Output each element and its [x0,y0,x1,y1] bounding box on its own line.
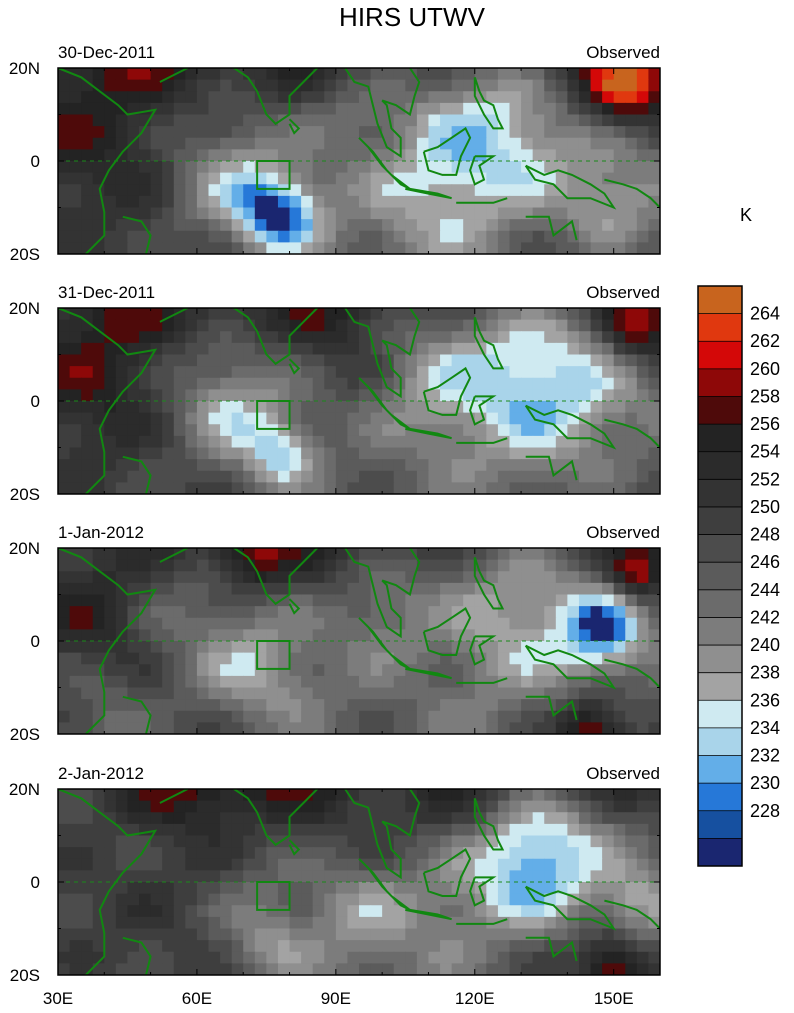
panel: 20N 0 20S 1-Jan-2012 Observed [9,523,661,744]
colorbar-swatch [698,727,742,757]
panel: 20N 0 20S 31-Dec-2011 Observed [9,283,661,504]
panel-date-label: 2-Jan-2012 [58,764,144,783]
colorbar-swatch [698,672,742,701]
colorbar-label: 246 [750,552,780,572]
y-tick-label: 0 [31,152,40,171]
colorbar-swatch [698,286,742,315]
panels: 20N 0 20S 30-Dec-2011 Observed 20N 0 20S 31-Dec-… [9,43,661,985]
panel-observed-label: Observed [586,283,660,302]
box-region [256,881,291,911]
coastlines [58,548,660,734]
field [58,548,660,734]
panel: 20N 0 20S 30-Dec-2011 Observed [9,43,661,264]
colorbar-swatch [698,368,742,397]
x-tick-label: 30E [43,989,73,1008]
colorbar-swatch [698,700,742,729]
y-tick-label: 0 [31,392,40,411]
colorbar-label: 250 [750,497,780,517]
colorbar: 264 262 260 258 256 254 252 250 248 246 244 242 240 2… [697,285,780,867]
panel-date-label: 30-Dec-2011 [58,43,155,62]
colorbar-swatch [698,810,742,839]
colorbar-label: 240 [750,635,780,655]
colorbar-swatch [698,617,742,646]
x-tick-label: 90E [321,989,351,1008]
y-tick-label: 20N [9,780,40,799]
coastlines [58,789,660,975]
colorbar-label: 260 [750,359,780,379]
colorbar-label: 264 [750,304,780,324]
colorbar-swatch [698,313,742,342]
field [58,308,660,494]
panel-date-label: 31-Dec-2011 [58,283,155,302]
colorbar-swatch [698,506,742,536]
colorbar-label: 244 [750,580,780,600]
unit-label: K [740,205,752,225]
colorbar-swatch [698,451,742,480]
colorbar-label: 248 [750,525,780,545]
coastlines [58,68,660,254]
colorbar-label: 238 [750,663,780,683]
x-tick-label: 120E [455,989,495,1008]
y-tick-label: 20S [10,725,40,744]
colorbar-swatch [698,838,742,867]
box-region [256,640,291,670]
colorbar-swatch [698,479,742,508]
x-axis: 30E 60E 90E 120E 150E [43,989,634,1008]
y-tick-label: 20N [9,539,40,558]
box-region [256,160,291,190]
colorbar-label: 228 [750,801,780,821]
colorbar-swatch [698,645,742,674]
colorbar-label: 262 [750,331,780,351]
figure-title: HIRS UTWV [339,2,486,32]
panel-observed-label: Observed [586,43,660,62]
panel-date-label: 1-Jan-2012 [58,523,144,542]
field [58,789,660,975]
y-tick-label: 0 [31,632,40,651]
panel-observed-label: Observed [586,764,660,783]
colorbar-label: 242 [750,607,780,627]
colorbar-swatch [698,396,742,425]
colorbar-label: 254 [750,442,780,462]
colorbar-label: 252 [750,469,780,489]
y-tick-label: 0 [31,873,40,892]
panel-observed-label: Observed [586,523,660,542]
colorbar-swatch [698,534,742,563]
colorbar-swatch [698,755,742,784]
colorbar-swatch [698,341,742,370]
colorbar-label: 258 [750,386,780,406]
y-tick-label: 20N [9,59,40,78]
colorbar-swatch [698,562,742,591]
colorbar-label: 232 [750,746,780,766]
coastlines [58,308,660,494]
box-region [256,400,291,430]
colorbar-label: 236 [750,690,780,710]
colorbar-swatch [698,424,742,453]
y-tick-label: 20S [10,485,40,504]
x-tick-label: 60E [182,989,212,1008]
colorbar-label: 230 [750,773,780,793]
field [58,68,660,254]
colorbar-swatch [698,589,742,618]
y-tick-label: 20S [10,245,40,264]
colorbar-label: 234 [750,718,780,738]
colorbar-label: 256 [750,414,780,434]
y-tick-label: 20S [10,966,40,985]
colorbar-swatch [698,783,742,812]
y-tick-label: 20N [9,299,40,318]
panel: 20N 0 20S 2-Jan-2012 Observed [9,764,661,985]
x-tick-label: 150E [594,989,634,1008]
